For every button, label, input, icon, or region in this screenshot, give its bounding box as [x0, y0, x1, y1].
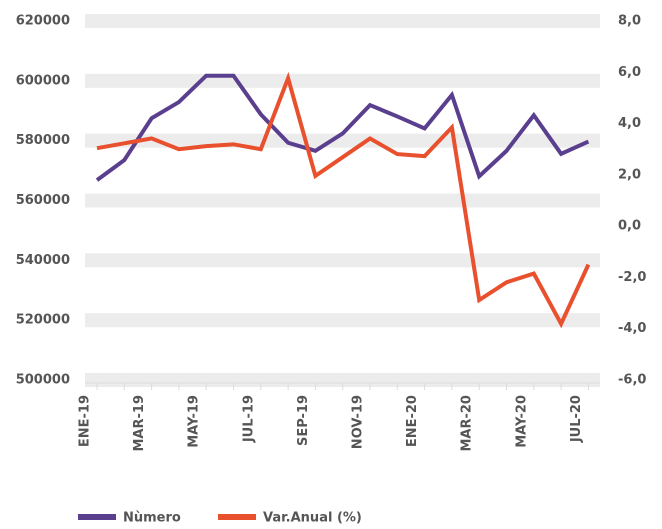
x-tick-label: MAY-20: [514, 395, 529, 448]
y2-tick-label: 2,0: [618, 167, 641, 182]
legend-label: Var.Anual (%): [263, 511, 362, 526]
y-tick-label: 520000: [16, 313, 70, 328]
x-tick-label: MAY-19: [187, 395, 202, 448]
x-tick-label: SEP-19: [296, 395, 311, 446]
grid-band: [85, 253, 600, 268]
grid-band: [85, 313, 600, 328]
x-tick-label: JUL-20: [569, 395, 584, 443]
y2-tick-label: 4,0: [618, 116, 641, 131]
x-tick-label: ENE-20: [405, 395, 420, 447]
x-tick-label: JUL-19: [241, 395, 256, 443]
x-tick-label: MAR-20: [460, 395, 475, 452]
series-line: [95, 73, 590, 182]
legend-swatch: [78, 514, 116, 520]
x-tick-label: ENE-19: [78, 395, 93, 447]
grid-band: [85, 193, 600, 208]
grid-band: [85, 14, 600, 28]
y2-tick-label: -4,0: [618, 321, 646, 336]
y-tick-label: 600000: [16, 73, 70, 88]
series-line: [96, 71, 591, 329]
y2-tick-label: 6,0: [618, 65, 641, 80]
x-tick-label: NOV-19: [351, 395, 366, 449]
y-tick-label: 580000: [16, 133, 70, 148]
y-tick-label: 540000: [16, 253, 70, 268]
y-tick-label: 500000: [16, 373, 70, 388]
legend-swatch: [218, 514, 256, 520]
grid-band: [85, 73, 600, 88]
y2-tick-label: 8,0: [618, 14, 641, 29]
y-tick-label: 620000: [16, 14, 70, 29]
x-tick-label: MAR-19: [132, 395, 147, 452]
y2-tick-label: -6,0: [618, 373, 646, 388]
y2-tick-label: 0,0: [618, 219, 641, 234]
legend-label: Nùmero: [123, 511, 181, 526]
y-tick-label: 560000: [16, 193, 70, 208]
y2-tick-label: -2,0: [618, 270, 646, 285]
